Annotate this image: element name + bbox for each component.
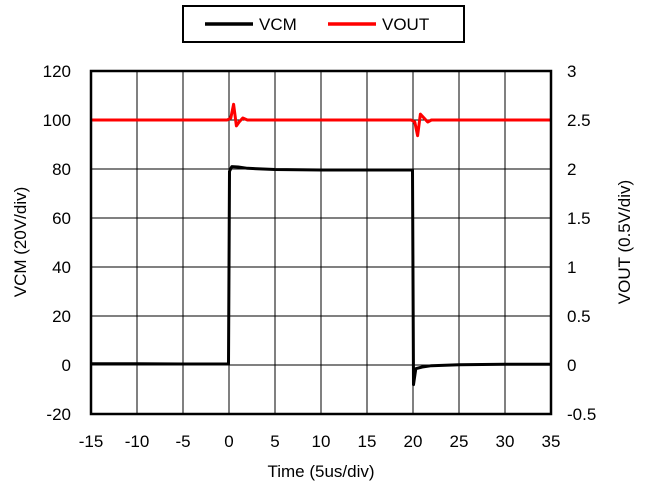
y-left-tick-label: 60 xyxy=(52,209,71,228)
y-left-tick-label: -20 xyxy=(46,405,71,424)
x-tick-label: 5 xyxy=(270,432,279,451)
y-left-tick-label: 40 xyxy=(52,258,71,277)
x-tick-label: -15 xyxy=(79,432,104,451)
x-tick-label: 30 xyxy=(496,432,515,451)
y-right-tick-label: 2.5 xyxy=(567,111,591,130)
series-line-vcm xyxy=(91,165,551,387)
y-right-tick-label: 0 xyxy=(567,356,576,375)
y-left-axis-title: VCM (20V/div) xyxy=(11,187,30,298)
x-tick-label: 25 xyxy=(450,432,469,451)
y-right-tick-labels: -0.5 0 0.5 1 1.5 2 2.5 3 xyxy=(567,62,596,424)
x-axis-title: Time (5us/div) xyxy=(267,462,374,481)
y-left-tick-labels: -20 0 20 40 60 80 100 120 xyxy=(43,62,71,424)
y-right-tick-label: 2 xyxy=(567,160,576,179)
y-left-tick-label: 100 xyxy=(43,111,71,130)
y-right-tick-label: 0.5 xyxy=(567,307,591,326)
legend-label-vout: VOUT xyxy=(382,15,429,34)
y-right-tick-label: 1.5 xyxy=(567,209,591,228)
x-tick-label: 15 xyxy=(358,432,377,451)
x-tick-label: 35 xyxy=(542,432,561,451)
y-left-tick-label: 80 xyxy=(52,160,71,179)
y-left-tick-label: 20 xyxy=(52,307,71,326)
y-right-tick-label: 3 xyxy=(567,62,576,81)
x-tick-label: 10 xyxy=(312,432,331,451)
y-right-tick-label: -0.5 xyxy=(567,405,596,424)
y-right-axis-title: VOUT (0.5V/div) xyxy=(615,180,634,304)
x-tick-label: -10 xyxy=(125,432,150,451)
x-tick-label: 20 xyxy=(404,432,423,451)
legend-label-vcm: VCM xyxy=(259,15,297,34)
legend: VCM VOUT xyxy=(182,5,465,43)
x-tick-label: 0 xyxy=(224,432,233,451)
y-left-tick-label: 0 xyxy=(62,356,71,375)
series-line-vout xyxy=(91,102,551,138)
x-tick-label: -5 xyxy=(175,432,190,451)
plot-area-frame xyxy=(89,69,553,416)
series-layer xyxy=(91,102,551,387)
x-tick-labels: -15 -10 -5 0 5 10 15 20 25 30 35 xyxy=(79,432,561,451)
y-right-tick-label: 1 xyxy=(567,258,576,277)
y-left-tick-label: 120 xyxy=(43,62,71,81)
